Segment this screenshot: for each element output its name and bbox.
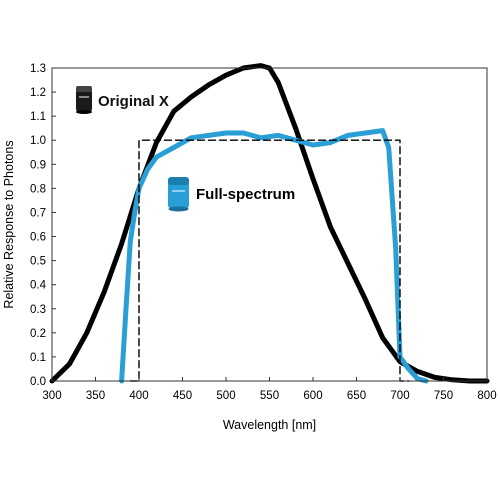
y-tick-label: 0.7 (30, 207, 46, 219)
y-tick-label: 0.5 (30, 256, 46, 268)
x-tick-label: 600 (303, 390, 322, 402)
legend-label-full-spectrum: Full-spectrum (196, 186, 295, 203)
x-tick-label: 400 (129, 390, 148, 402)
sensor-black-icon (76, 86, 92, 114)
y-tick-label: 0.3 (30, 304, 46, 316)
y-tick-label: 1.1 (30, 111, 46, 123)
x-tick-label: 700 (390, 390, 409, 402)
x-tick-label: 500 (216, 390, 235, 402)
legend-entry-full-spectrum: Full-spectrum (168, 177, 295, 212)
plot-frame (51, 67, 488, 382)
x-tick-label: 800 (477, 390, 496, 402)
x-tick-label: 350 (86, 390, 105, 402)
series-line-full-spectrum (119, 128, 429, 384)
y-tick-label: 0.4 (30, 280, 47, 292)
y-tick-label: 1.0 (30, 135, 46, 147)
x-axis-title: Wavelength [nm] (223, 418, 316, 432)
y-tick-label: 0.0 (30, 376, 46, 388)
y-tick-label: 0.6 (30, 232, 46, 244)
legend-label-original-x: Original X (98, 93, 169, 110)
x-tick-label: 650 (347, 390, 366, 402)
x-tick-label: 550 (260, 390, 279, 402)
y-axis: 0.0 0.1 0.2 0.3 0.4 0.5 0.6 0.7 0.8 0.9 1.0 1.1 1.2 1… (30, 63, 56, 388)
x-tick-label: 300 (42, 390, 61, 402)
series-line-ideal-response (129, 139, 410, 382)
x-axis: 300 350 400 450 500 550 600 650 700 750 800 (42, 377, 497, 402)
y-tick-label: 0.9 (30, 159, 46, 171)
y-tick-label: 1.2 (30, 87, 46, 99)
y-tick-label: 0.8 (30, 183, 46, 195)
x-tick-label: 750 (434, 390, 453, 402)
series-line-original-x (49, 63, 490, 384)
legend-entry-original-x: Original X (76, 86, 169, 114)
x-tick-label: 450 (173, 390, 192, 402)
y-tick-label: 0.2 (30, 328, 46, 340)
plot-lines (49, 63, 490, 384)
y-axis-title: Relative Response to Photons (2, 140, 16, 308)
sensor-blue-icon (168, 177, 189, 212)
y-tick-label: 0.1 (30, 352, 46, 364)
y-tick-label: 1.3 (30, 63, 46, 75)
